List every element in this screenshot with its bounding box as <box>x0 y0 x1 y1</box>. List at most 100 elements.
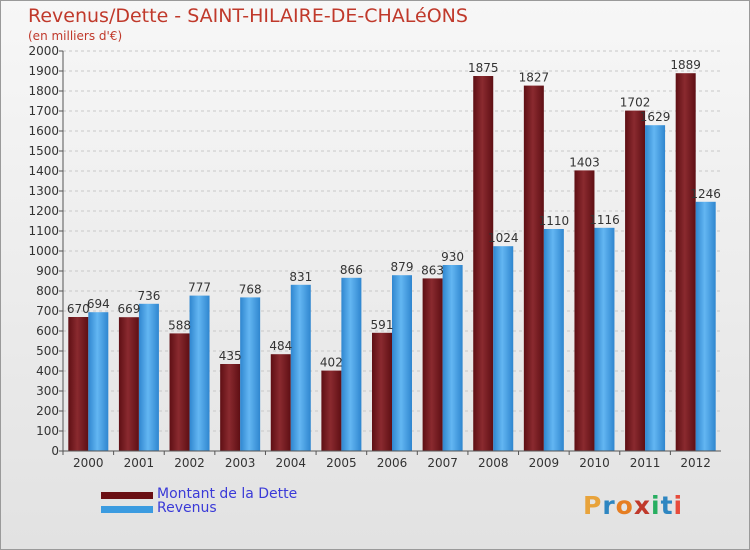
x-tick-label: 2008 <box>478 456 509 470</box>
bar-revenus <box>240 297 261 451</box>
bar-revenus <box>189 295 210 451</box>
data-label-revenus: 768 <box>239 282 262 296</box>
proxiti-logo: Proxiti <box>583 491 683 520</box>
logo-letter: i <box>673 491 684 520</box>
x-tick-label: 2010 <box>579 456 610 470</box>
bar-revenus <box>341 277 362 451</box>
y-tick-label: 1100 <box>28 224 59 238</box>
x-tick-label: 2009 <box>529 456 560 470</box>
bar-dette <box>220 364 241 451</box>
data-label-dette: 1702 <box>620 96 651 110</box>
data-label-revenus: 930 <box>441 250 464 264</box>
data-label-dette: 1827 <box>519 71 550 85</box>
data-label-revenus: 866 <box>340 263 363 277</box>
data-label-revenus: 1110 <box>539 214 570 228</box>
y-tick-label: 1800 <box>28 84 59 98</box>
bar-dette <box>473 76 494 451</box>
x-tick-label: 2001 <box>124 456 155 470</box>
x-tick-label: 2007 <box>427 456 458 470</box>
y-tick-label: 1000 <box>28 244 59 258</box>
y-tick-label: 2000 <box>28 44 59 58</box>
bar-revenus <box>88 312 109 451</box>
data-label-revenus: 831 <box>289 270 312 284</box>
y-tick-label: 1600 <box>28 124 59 138</box>
chart-title: Revenus/Dette - SAINT-HILAIRE-DE-CHALéON… <box>28 5 468 27</box>
bar-revenus <box>594 227 615 451</box>
bar-revenus <box>290 284 311 451</box>
y-tick-label: 300 <box>36 384 59 398</box>
x-tick-label: 2006 <box>377 456 408 470</box>
y-tick-label: 1500 <box>28 144 59 158</box>
y-tick-label: 900 <box>36 264 59 278</box>
y-tick-label: 500 <box>36 344 59 358</box>
logo-letter: r <box>602 491 616 520</box>
data-label-dette: 863 <box>421 263 444 277</box>
x-tick-label: 2000 <box>73 456 104 470</box>
bar-revenus <box>645 125 666 451</box>
legend-label-revenus: Revenus <box>157 500 217 516</box>
bar-dette <box>625 110 646 451</box>
data-label-dette: 591 <box>371 318 394 332</box>
data-label-dette: 588 <box>168 318 191 332</box>
data-label-revenus: 1116 <box>589 213 620 227</box>
bar-revenus <box>493 246 514 451</box>
y-tick-label: 800 <box>36 284 59 298</box>
x-tick-label: 2002 <box>174 456 205 470</box>
bar-revenus <box>392 275 412 451</box>
data-label-dette: 435 <box>219 349 242 363</box>
y-tick-label: 1200 <box>28 204 59 218</box>
legend-swatch-revenus <box>101 506 153 513</box>
x-tick-label: 2012 <box>680 456 711 470</box>
y-tick-label: 200 <box>36 404 59 418</box>
bar-revenus <box>138 303 159 451</box>
logo-letter: i <box>651 491 661 520</box>
bar-dette <box>270 354 291 451</box>
legend-label-dette: Montant de la Dette <box>157 486 298 502</box>
y-tick-label: 1400 <box>28 164 59 178</box>
data-label-revenus: 1629 <box>640 110 671 124</box>
data-label-dette: 1403 <box>569 155 600 169</box>
data-label-dette: 1889 <box>670 58 701 72</box>
y-tick-label: 100 <box>36 424 59 438</box>
y-tick-label: 0 <box>51 444 59 458</box>
y-tick-label: 400 <box>36 364 59 378</box>
data-label-revenus: 1024 <box>488 231 519 245</box>
chart-subtitle: (en milliers d'€) <box>28 29 123 43</box>
bar-dette <box>372 332 392 451</box>
bar-dette <box>118 317 139 451</box>
bar-revenus <box>442 265 463 451</box>
x-tick-label: 2004 <box>275 456 306 470</box>
legend-swatch-dette <box>101 492 153 499</box>
data-label-dette: 669 <box>117 302 140 316</box>
y-tick-label: 1900 <box>28 64 59 78</box>
data-label-revenus: 736 <box>137 289 160 303</box>
data-label-revenus: 1246 <box>690 187 721 201</box>
data-label-dette: 402 <box>320 356 343 370</box>
y-tick-label: 1300 <box>28 184 59 198</box>
x-tick-label: 2005 <box>326 456 357 470</box>
x-tick-label: 2003 <box>225 456 256 470</box>
logo-letter: t <box>660 491 674 520</box>
y-tick-label: 1700 <box>28 104 59 118</box>
bar-revenus <box>695 201 716 451</box>
bar-dette <box>169 333 190 451</box>
logo-letter: o <box>615 491 634 520</box>
y-tick-label: 700 <box>36 304 59 318</box>
data-label-revenus: 777 <box>188 281 211 295</box>
bar-revenus <box>543 229 564 451</box>
logo-letter: P <box>583 491 603 520</box>
bar-dette <box>68 317 89 451</box>
logo-letter: x <box>633 491 651 520</box>
y-tick-label: 600 <box>36 324 59 338</box>
data-label-dette: 484 <box>269 339 292 353</box>
bar-dette <box>574 170 595 451</box>
bar-dette <box>523 85 544 451</box>
data-label-dette: 1875 <box>468 61 499 75</box>
bar-dette <box>321 370 342 451</box>
x-tick-label: 2011 <box>630 456 661 470</box>
data-label-revenus: 879 <box>391 260 414 274</box>
bar-dette <box>675 73 696 451</box>
data-label-dette: 670 <box>67 302 90 316</box>
